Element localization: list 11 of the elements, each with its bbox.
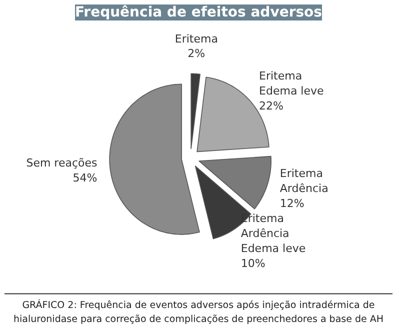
slice-label: Sem reações [26,156,98,170]
data-label: 12% [280,196,304,210]
data-label: 54% [72,171,98,184]
data-label: 2% [188,47,206,60]
data-label: 10% [240,256,266,270]
slice-label: Eritema Ardência [280,166,328,195]
data-label: 22% [259,99,284,112]
slice-label: Eritema Edema leve [259,70,324,98]
text: GRÁFICO 2: Frequência de eventos adversos após injeção intradérmica de hialuronidase para correção de complicações de preenchedores a base de AH [14,299,384,325]
slice-label: Eritema [174,32,218,46]
chart-title: Frequência de efeitos adversos [75,4,322,20]
